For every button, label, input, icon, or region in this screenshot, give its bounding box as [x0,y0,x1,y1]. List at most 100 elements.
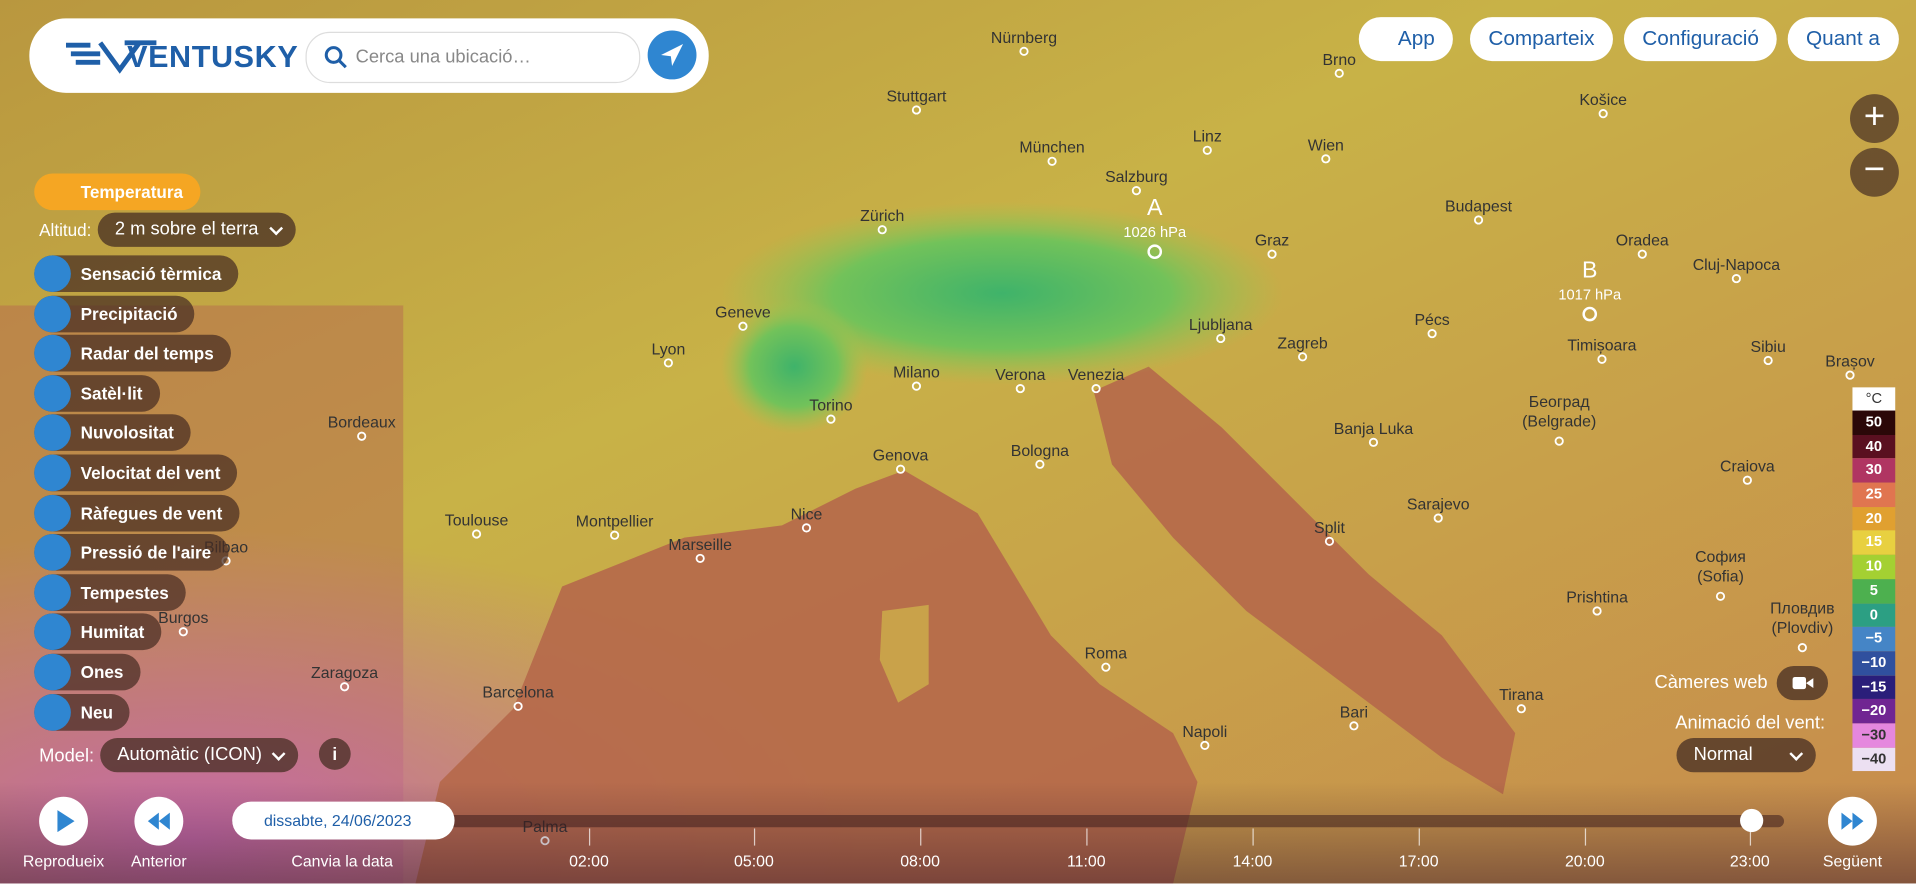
city-label[interactable]: Venezia [1068,367,1125,384]
layer-button[interactable]: Sensació tèrmica [34,255,239,293]
layer-button[interactable]: Pressió de l'aire [34,534,229,571]
city-label[interactable]: München [1019,140,1084,157]
time-label[interactable]: 17:00 [1398,851,1439,871]
city-label[interactable]: Zagreb [1277,335,1327,352]
city-label[interactable]: Bologna [1011,443,1069,460]
active-layer[interactable]: Temperatura [34,173,201,211]
webcams-button[interactable] [1776,665,1829,701]
city-label[interactable]: Brașov [1825,354,1874,371]
city-label[interactable]: Brno [1322,52,1356,69]
search-box[interactable]: Cerca una ubicació… [305,31,641,84]
time-tick [1418,828,1420,846]
menu-button[interactable]: Quant a [1787,17,1899,62]
city-label[interactable]: Banja Luka [1334,421,1414,438]
previous-button[interactable] [134,796,184,846]
city-label[interactable]: Lyon [651,341,685,358]
city-label[interactable]: Toulouse [445,512,509,529]
city-label[interactable]: Tirana [1499,687,1544,704]
city-label[interactable]: Barcelona [482,685,554,702]
city-label[interactable]: Zürich [860,208,904,225]
city-label[interactable]: Zaragoza [311,665,378,682]
city-label[interactable]: Oradea [1616,233,1669,250]
webcams-label[interactable]: Càmeres web [1654,672,1768,693]
wind-animation-select[interactable]: Normal [1676,738,1816,773]
city-label[interactable]: Cluj-Napoca [1693,257,1781,274]
model-select[interactable]: Automàtic (ICON) [100,738,299,773]
time-label[interactable]: 14:00 [1232,851,1273,871]
time-tick [920,828,922,846]
layer-button[interactable]: Ones [34,653,141,691]
city-label[interactable]: Pécs [1414,312,1449,329]
time-label[interactable]: 02:00 [569,851,609,871]
logo[interactable]: VENTUSKY [127,40,299,75]
city-label[interactable]: Stuttgart [886,88,947,105]
city-label[interactable]: Napoli [1182,724,1227,741]
layer-button[interactable]: Velocitat del vent [34,454,238,492]
play-label[interactable]: Reprodueix [22,851,105,871]
city-label[interactable]: Nürnberg [991,30,1057,47]
layer-button[interactable]: Nuvolositat [34,414,191,452]
layer-button[interactable]: Humitat [34,613,162,651]
layer-button[interactable]: Ràfegues de vent [34,494,240,532]
city-label[interactable]: Београд (Belgrade) [1522,394,1596,431]
city-label[interactable]: Split [1314,520,1345,537]
menu-button[interactable]: Comparteix [1469,17,1613,62]
city-label[interactable]: Prishtina [1566,589,1628,606]
city-label[interactable]: Bari [1340,704,1368,721]
layer-button[interactable]: Satèl·lit [34,374,160,412]
layer-button[interactable]: Neu [34,693,131,731]
time-label[interactable]: 23:00 [1729,851,1770,871]
city-label[interactable]: Torino [809,398,852,415]
change-date[interactable]: Canvia la data [291,851,393,871]
city-label[interactable]: Пловдив (Plovdiv) [1770,600,1835,637]
city-label[interactable]: Wien [1308,137,1344,154]
city-label[interactable]: Nice [791,506,823,523]
zoom-out[interactable]: − [1850,147,1899,197]
menu-button[interactable]: Configuració [1623,17,1778,62]
layer-button[interactable]: Tempestes [34,574,186,611]
city-label[interactable]: Montpellier [576,514,654,531]
menu-button[interactable]: App [1358,17,1454,62]
city-dot [1597,354,1607,364]
city-label[interactable]: Ljubljana [1189,317,1253,334]
layer-icon [34,653,71,691]
city-label[interactable]: Roma [1085,646,1128,663]
city-dot [1019,46,1029,56]
city-label[interactable]: Sarajevo [1407,497,1470,514]
date-select[interactable]: dissabte, 24/06/2023 [232,801,455,840]
city-label[interactable]: Burgos [158,610,208,627]
timeline-track[interactable] [232,815,1785,828]
city-label[interactable]: Craiova [1720,459,1775,476]
city-label[interactable]: Milano [893,365,940,382]
city-label[interactable]: Geneve [715,305,771,322]
timeline-handle[interactable] [1740,808,1764,833]
locate-button[interactable] [647,30,697,80]
layer-button[interactable]: Precipitació [34,295,195,332]
city-label[interactable]: Graz [1255,233,1289,250]
city-dot [1216,333,1226,344]
city-label[interactable]: Košice [1579,92,1627,109]
city-label[interactable]: Sibiu [1750,339,1785,356]
next-label[interactable]: Següent [1822,851,1883,871]
city-label[interactable]: Verona [995,367,1045,384]
time-label[interactable]: 08:00 [900,851,940,871]
time-label[interactable]: 11:00 [1067,851,1106,871]
play-button[interactable] [39,796,88,846]
city-label[interactable]: Linz [1193,129,1222,146]
time-label[interactable]: 05:00 [734,851,774,871]
altitude-select[interactable]: 2 m sobre el terra [97,212,296,247]
next-button[interactable] [1828,796,1877,846]
city-label[interactable]: Budapest [1445,198,1513,215]
city-label[interactable]: Marseille [668,537,732,554]
city-label[interactable]: Timișoara [1567,338,1636,355]
city-label[interactable]: Salzburg [1105,169,1168,186]
time-label[interactable]: 20:00 [1564,851,1605,871]
zoom-in[interactable]: + [1850,94,1899,143]
city-label[interactable]: София (Sofia) [1695,549,1746,586]
city-label[interactable]: Genova [873,448,929,465]
layer-button[interactable]: Radar del temps [34,335,231,372]
city-label[interactable]: Bordeaux [328,415,396,432]
model-info[interactable]: i [318,738,351,770]
previous-label[interactable]: Anterior [131,851,187,871]
